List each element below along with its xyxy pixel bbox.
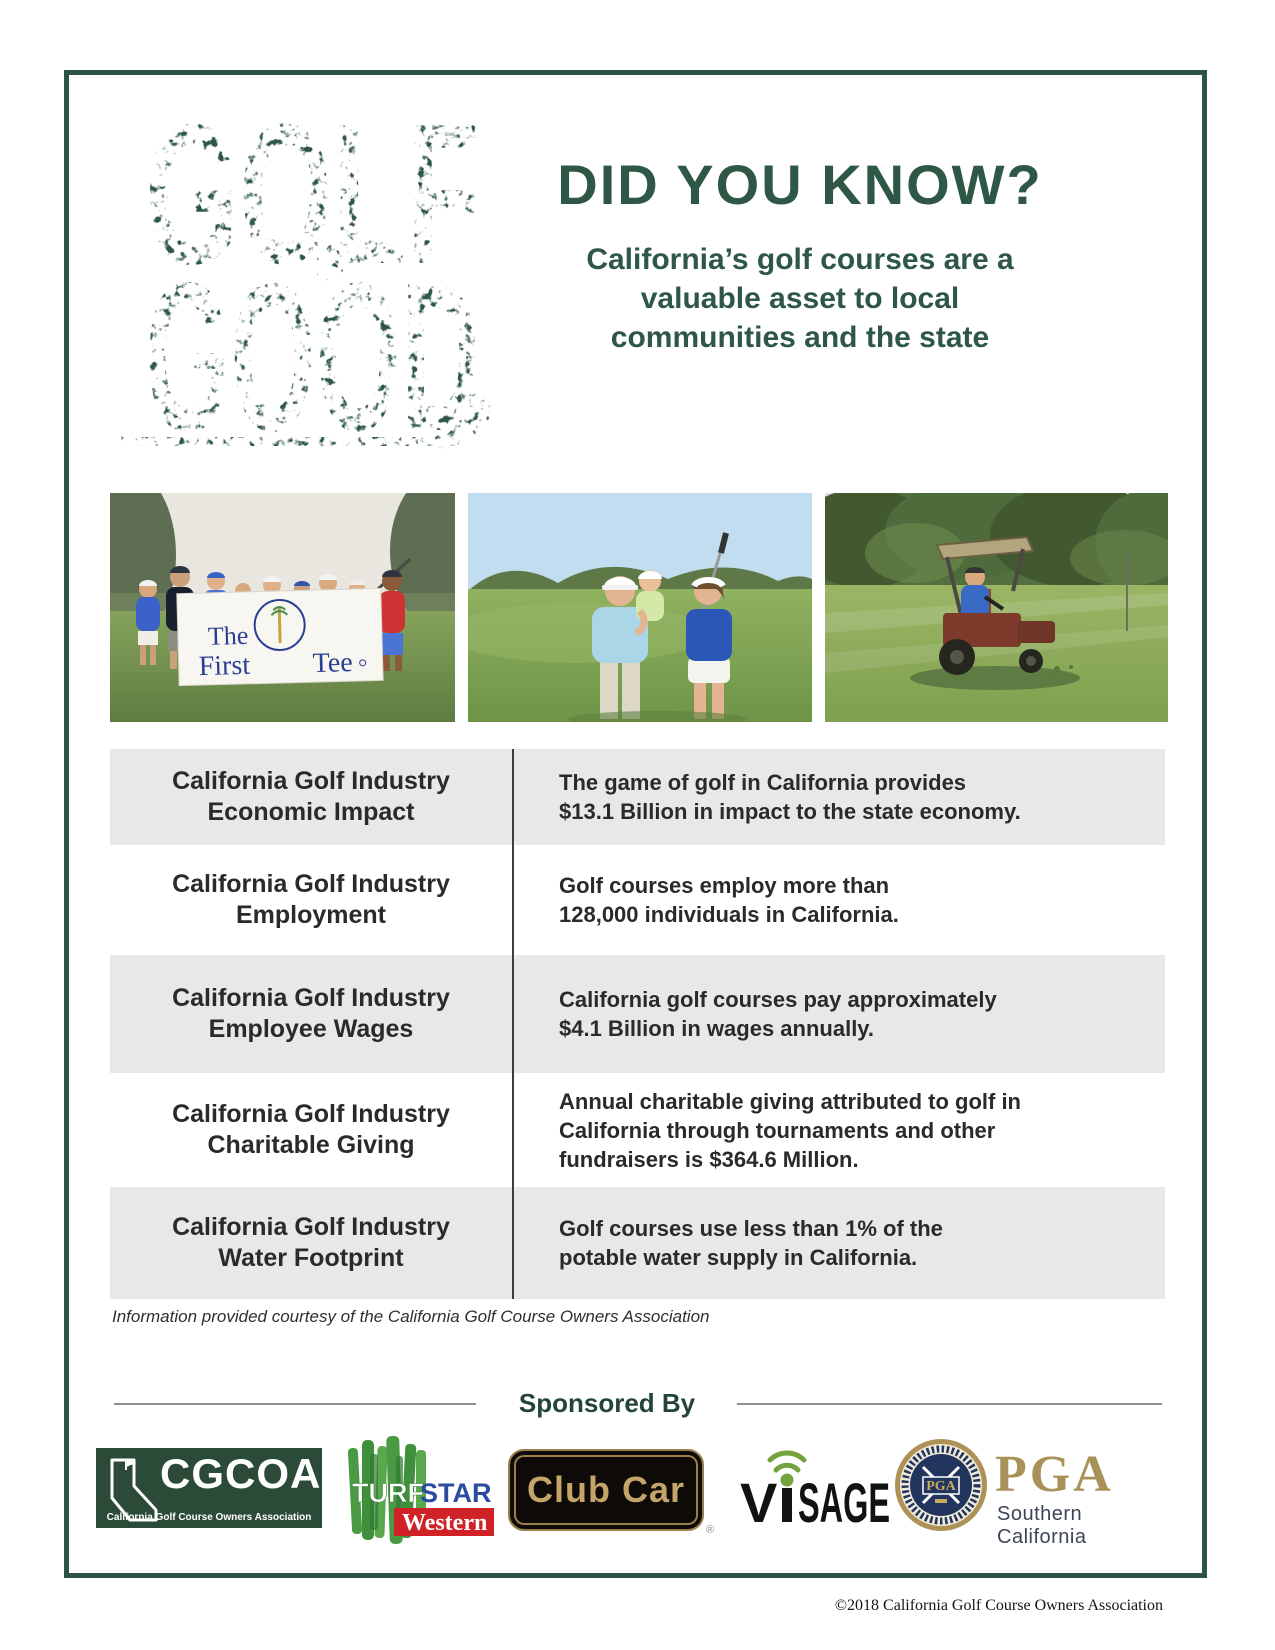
golf-club-underline-icon <box>121 393 493 449</box>
visage-i-stem <box>782 1488 792 1522</box>
table-row-employee-wages: California Golf Industry Employee Wages … <box>110 955 1165 1073</box>
row-desc-line: $13.1 Billion in impact to the state eco… <box>559 799 1021 824</box>
visage-sage: SAGE <box>798 1471 890 1528</box>
turfstar-western-logo: TURF STAR Western <box>336 1435 506 1546</box>
row-desc-line: The game of golf in California provides <box>559 770 967 795</box>
table-row-water-footprint: California Golf Industry Water Footprint… <box>110 1187 1165 1299</box>
logo-word-good: GOOD <box>145 238 480 458</box>
row-topic-line: California Golf Industry <box>172 767 450 795</box>
cgcoa-logo: CGCOA California Golf Course Owners Asso… <box>96 1448 322 1528</box>
row-topic-line: Economic Impact <box>207 798 415 826</box>
pga-seal-text: PGA <box>926 1479 956 1494</box>
sponsored-rule-right <box>737 1403 1162 1405</box>
row-topic-line: California Golf Industry <box>172 870 450 898</box>
golf-is-good-logo: GOLF IS GOOD <box>121 93 493 458</box>
row-desc-line: 128,000 individuals in California. <box>559 902 899 927</box>
page-title: DID YOU KNOW? <box>557 153 1043 216</box>
cgcoa-full-name: California Golf Course Owners Associatio… <box>106 1512 312 1523</box>
clubcar-logo: Club Car <box>508 1449 704 1531</box>
clubcar-name: Club Car <box>526 1469 685 1510</box>
row-topic-line: Employment <box>235 901 387 929</box>
row-desc-line: California through tournaments and other <box>559 1117 996 1143</box>
mother-figure <box>686 577 732 719</box>
table-row-economic-impact: California Golf Industry Economic Impact… <box>110 749 1165 845</box>
wifi-signal-icon <box>767 1450 807 1487</box>
row-topic-line: California Golf Industry <box>172 1213 450 1241</box>
sponsored-by-heading: Sponsored By <box>518 1388 696 1418</box>
row-desc-line: $4.1 Billion in wages annually. <box>559 1016 875 1041</box>
table-row-charitable-giving: California Golf Industry Charitable Givi… <box>110 1073 1165 1187</box>
row-topic-line: Charitable Giving <box>207 1131 415 1159</box>
clubcar-registered-mark: ® <box>706 1524 715 1536</box>
visage-v: V <box>740 1471 777 1528</box>
row-desc-line: California golf courses pay approximatel… <box>559 987 997 1012</box>
first-tee-banner: The First Tee <box>176 587 384 687</box>
courtesy-note: Information provided courtesy of the Cal… <box>112 1307 710 1326</box>
turfstar-star: STAR <box>420 1478 492 1508</box>
visage-logo: V SAGE <box>740 1440 892 1534</box>
row-desc-line: Annual charitable giving attributed to g… <box>559 1088 1021 1114</box>
logo-word-is: IS <box>315 234 344 294</box>
pga-name: PGA <box>995 1446 1114 1503</box>
pga-seal-icon: PGA <box>895 1439 987 1531</box>
row-desc-line: Golf courses employ more than <box>559 873 890 898</box>
trees-band <box>825 493 1168 598</box>
cgcoa-acronym: CGCOA <box>160 1450 322 1497</box>
banner-word-first: First <box>198 650 250 682</box>
photo-family-golfers <box>468 493 812 722</box>
child-figure <box>634 570 664 637</box>
banner-word-the: The <box>208 621 249 651</box>
sponsored-rule-left <box>114 1403 476 1405</box>
page-subtitle: California’s golf courses are a valuable… <box>520 240 1080 357</box>
subtitle-line: California’s golf courses are a <box>586 243 1014 276</box>
table-row-employment: California Golf Industry Employment Golf… <box>110 845 1165 955</box>
pga-region: Southern California <box>997 1503 1087 1548</box>
row-topic-line: California Golf Industry <box>172 1100 450 1128</box>
facts-table: California Golf Industry Economic Impact… <box>110 749 1165 1299</box>
mower-group <box>910 535 1080 690</box>
column-divider <box>512 749 514 1299</box>
turfstar-turf: TURF <box>352 1478 424 1508</box>
california-outline-icon <box>110 1458 158 1522</box>
row-topic-line: Water Footprint <box>218 1244 404 1272</box>
photo-course-mower <box>825 493 1168 722</box>
logo-word-golf: GOLF <box>145 93 480 306</box>
father-figure <box>592 576 648 719</box>
copyright-line: ©2018 California Golf Course Owners Asso… <box>834 1597 1163 1614</box>
row-topic-line: California Golf Industry <box>172 984 450 1012</box>
banner-word-tee: Tee <box>312 647 353 679</box>
row-desc-line: Golf courses use less than 1% of the <box>559 1216 943 1241</box>
row-topic-line: Employee Wages <box>208 1015 414 1043</box>
turfstar-western: Western <box>402 1510 487 1536</box>
pga-socal-logo: PGA PGA Southern California <box>893 1437 1133 1548</box>
page-border-frame <box>64 70 1207 1578</box>
row-desc-line: fundraisers is $364.6 Million. <box>559 1146 859 1172</box>
subtitle-line: communities and the state <box>610 321 990 354</box>
subtitle-line: valuable asset to local <box>640 282 960 315</box>
photo-first-tee-kids: The First Tee <box>110 493 455 722</box>
row-desc-line: potable water supply in California. <box>559 1245 918 1270</box>
